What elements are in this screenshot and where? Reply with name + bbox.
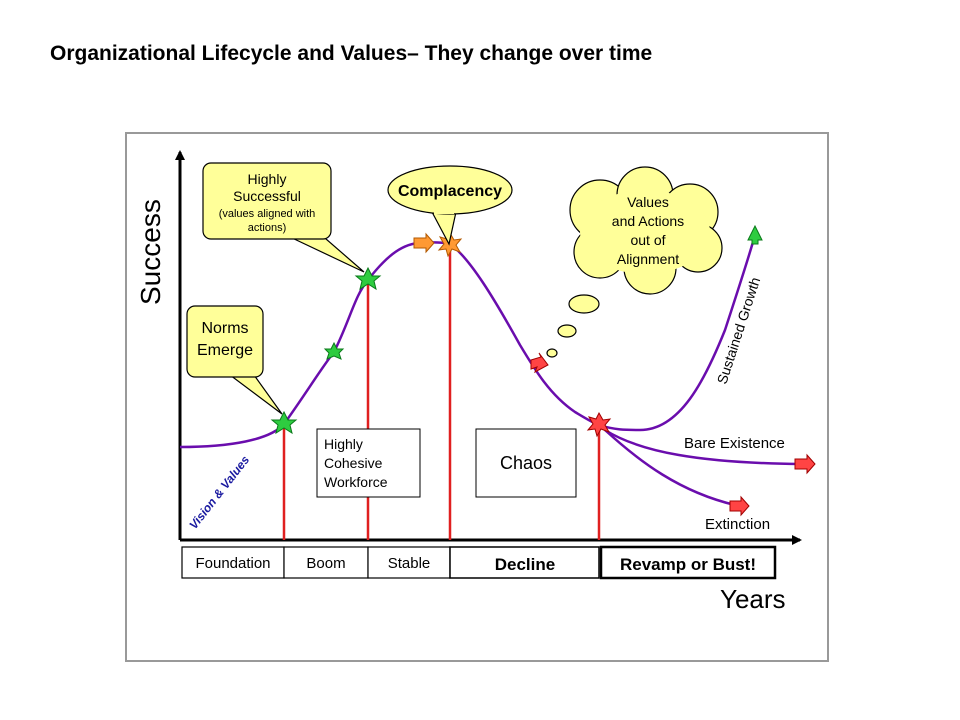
callout-text-line: Emerge [197, 342, 253, 359]
callout-highly-successful: Highly Successful (values aligned with a… [202, 162, 365, 273]
callout-text-line: Norms [201, 320, 248, 337]
box-text: Chaos [500, 453, 552, 473]
callout-box [186, 305, 264, 378]
red-arrow-marker [794, 453, 816, 475]
bare-existence-curve [604, 428, 801, 466]
thought-cloud-text: Values and Actions out of Alignment [612, 194, 684, 267]
phase-cell [283, 546, 369, 579]
x-axis-label: Years [720, 584, 786, 614]
phase-cell [181, 546, 285, 579]
callout-text-line: and Actions [612, 213, 684, 229]
green-star-marker [270, 410, 298, 435]
phase-label-stable: Stable [388, 555, 431, 572]
phase-label-decline: Decline [495, 555, 555, 574]
extinction-curve [604, 429, 736, 507]
orange-arrow-marker [413, 232, 435, 254]
callout-text-line: Values [627, 194, 669, 210]
phase-label-boom: Boom [306, 555, 345, 572]
green-star-marker [323, 341, 345, 360]
callout-norms-emerge: Norms Emerge [186, 305, 283, 415]
orange-star-marker [437, 231, 463, 258]
callout-text-line: Alignment [617, 251, 679, 267]
phase-cell [599, 545, 777, 580]
callout-complacency: Complacency [387, 165, 513, 246]
box-text-line: Cohesive [324, 455, 383, 471]
box-text-line: Workforce [324, 474, 388, 490]
phase-cell [367, 546, 451, 579]
callout-box [202, 162, 332, 240]
box-text-line: Highly [324, 436, 363, 452]
phase-label-revamp-or-bust: Revamp or Bust! [620, 555, 756, 574]
main-curve [179, 234, 757, 449]
thought-bubble-small [546, 348, 558, 358]
callout-text-line: Successful [233, 188, 301, 204]
thought-cloud [546, 166, 723, 358]
lifecycle-curves [179, 234, 801, 507]
callout-text: Complacency [398, 183, 502, 200]
y-axis-label: Success [135, 199, 166, 305]
phase-bar: Foundation Boom Stable Decline Revamp or… [181, 545, 777, 580]
phase-cell [449, 546, 600, 579]
red-arrow-marker [530, 352, 549, 374]
curve-markers [270, 224, 816, 517]
red-arrow-marker [729, 495, 750, 517]
curve-label-extinction: Extinction [705, 516, 770, 533]
green-star-marker [354, 266, 382, 291]
thought-bubble-small [557, 324, 577, 338]
curve-label-bare-existence: Bare Existence [684, 435, 785, 452]
callout-text-line: actions) [248, 222, 287, 234]
info-box [316, 428, 421, 498]
thought-bubble-small [568, 294, 600, 314]
phase-label-foundation: Foundation [195, 555, 270, 572]
green-arrow-marker [747, 224, 763, 245]
callout-text-line: Highly [248, 171, 287, 187]
box-chaos: Chaos [475, 428, 577, 498]
info-box [475, 428, 577, 498]
red-star-marker [586, 411, 612, 438]
callout-text-line: (values aligned with [219, 208, 316, 220]
box-cohesive-workforce: Highly Cohesive Workforce [316, 428, 421, 498]
callout-text-line: out of [630, 232, 665, 248]
page-title: Organizational Lifecycle and Values– The… [50, 42, 653, 65]
